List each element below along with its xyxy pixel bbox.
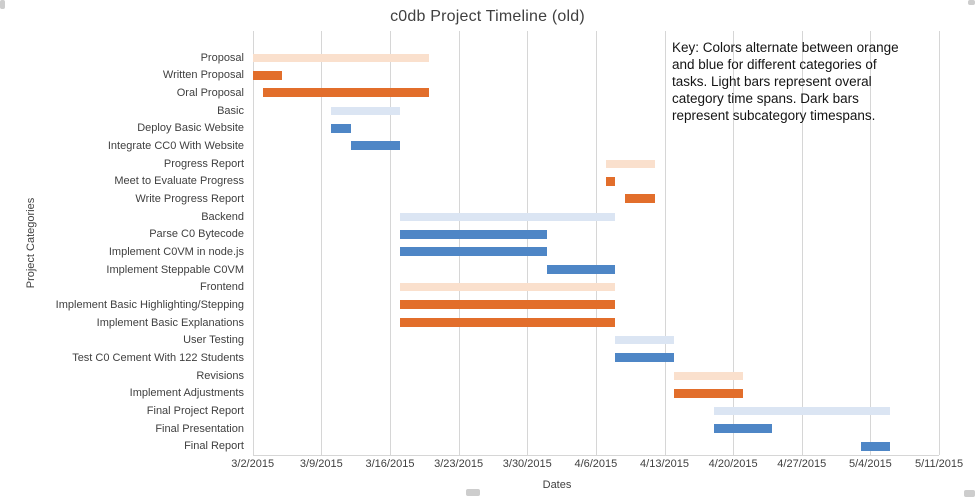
x-tick-label: 3/2/2015 bbox=[231, 458, 275, 470]
category-label: Meet to Evaluate Progress bbox=[114, 175, 244, 188]
gantt-bar bbox=[331, 123, 351, 133]
gantt-bar bbox=[615, 353, 675, 363]
gridline bbox=[801, 31, 803, 455]
category-label: Final Presentation bbox=[155, 422, 244, 435]
key-annotation: Key: Colors alternate between orange and… bbox=[672, 40, 899, 123]
x-tick-label: 4/20/2015 bbox=[708, 458, 758, 470]
category-label: User Testing bbox=[183, 334, 244, 347]
gridline bbox=[321, 31, 323, 455]
category-label: Implement Steppable C0VM bbox=[106, 263, 244, 276]
selection-handle-artifact bbox=[466, 489, 480, 496]
category-label: Backend bbox=[201, 210, 244, 223]
x-tick-label: 3/16/2015 bbox=[365, 458, 415, 470]
gantt-bar bbox=[399, 318, 616, 327]
gantt-bar bbox=[399, 229, 547, 239]
gantt-bar bbox=[713, 424, 773, 433]
selection-handle-artifact bbox=[964, 490, 975, 497]
gantt-bar bbox=[605, 176, 616, 186]
category-label: Revisions bbox=[196, 369, 244, 382]
gantt-bar bbox=[350, 141, 400, 151]
x-axis-title: Dates bbox=[542, 479, 572, 491]
gantt-bar bbox=[399, 283, 616, 292]
gridline bbox=[664, 31, 666, 455]
gantt-bar bbox=[625, 194, 655, 204]
gantt-bar bbox=[674, 388, 743, 398]
y-axis-title: Project Categories bbox=[25, 197, 37, 289]
category-label: Final Report bbox=[184, 440, 244, 453]
x-axis-line bbox=[252, 455, 940, 456]
category-label: Implement Adjustments bbox=[129, 387, 244, 400]
category-label: Oral Proposal bbox=[176, 86, 244, 99]
gantt-bar bbox=[713, 406, 891, 415]
category-label: Final Project Report bbox=[146, 404, 244, 417]
category-label: Proposal bbox=[200, 51, 244, 64]
gantt-bar bbox=[262, 88, 430, 98]
gantt-bar bbox=[605, 159, 655, 168]
x-tick-label: 3/9/2015 bbox=[299, 458, 343, 470]
x-tick-label: 5/11/2015 bbox=[914, 458, 964, 470]
category-label: Write Progress Report bbox=[135, 192, 244, 205]
gantt-bar bbox=[252, 70, 283, 80]
gridline bbox=[939, 31, 941, 455]
gantt-bar bbox=[674, 371, 743, 380]
selection-handle-artifact bbox=[0, 0, 5, 9]
gantt-bar bbox=[860, 441, 891, 451]
category-label: Frontend bbox=[199, 281, 244, 294]
category-label: Test C0 Cement With 122 Students bbox=[72, 351, 244, 364]
selection-handle-artifact bbox=[968, 0, 975, 5]
x-tick-label: 4/27/2015 bbox=[777, 458, 827, 470]
chart-title: c0db Project Timeline (old) bbox=[390, 8, 585, 25]
category-label: Basic bbox=[217, 104, 244, 117]
gantt-bar bbox=[252, 53, 430, 62]
gridline bbox=[870, 31, 872, 455]
x-tick-label: 4/6/2015 bbox=[574, 458, 618, 470]
gantt-bar bbox=[399, 212, 616, 221]
category-label: Integrate CC0 With Website bbox=[107, 139, 244, 152]
x-tick-label: 5/4/2015 bbox=[848, 458, 892, 470]
category-label: Implement Basic Highlighting/Stepping bbox=[55, 298, 244, 311]
gridline bbox=[595, 31, 597, 455]
gridline bbox=[252, 31, 254, 455]
gantt-bar bbox=[546, 265, 616, 274]
category-label: Written Proposal bbox=[162, 69, 244, 82]
x-tick-label: 3/23/2015 bbox=[434, 458, 484, 470]
gridline bbox=[389, 31, 391, 455]
gridline bbox=[458, 31, 460, 455]
gantt-bar bbox=[399, 247, 547, 257]
gantt-bar bbox=[331, 106, 400, 115]
category-label: Deploy Basic Website bbox=[137, 122, 244, 135]
category-label: Progress Report bbox=[163, 157, 244, 170]
category-label: Implement Basic Explanations bbox=[96, 316, 244, 329]
gantt-bar bbox=[615, 336, 675, 345]
category-label: Parse C0 Bytecode bbox=[149, 228, 244, 241]
gridline bbox=[527, 31, 529, 455]
category-label: Implement C0VM in node.js bbox=[108, 245, 244, 258]
gantt-bar bbox=[399, 300, 616, 310]
x-tick-label: 4/13/2015 bbox=[640, 458, 689, 470]
x-tick-label: 3/30/2015 bbox=[502, 458, 552, 470]
gridline bbox=[733, 31, 735, 455]
